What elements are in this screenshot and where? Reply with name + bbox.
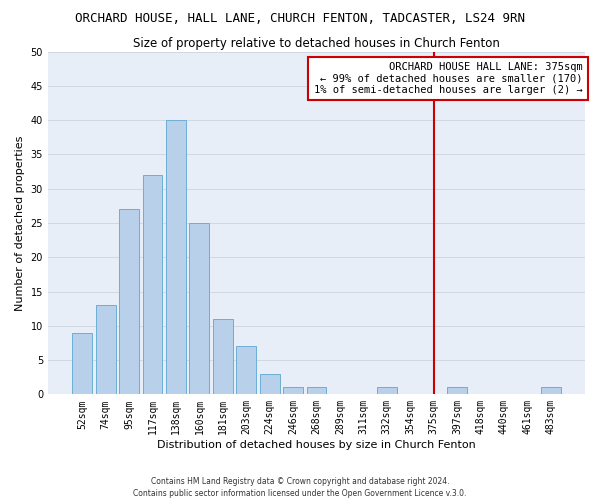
Bar <box>96 305 116 394</box>
Bar <box>307 388 326 394</box>
Bar <box>260 374 280 394</box>
Bar <box>213 319 233 394</box>
Bar <box>166 120 186 394</box>
Bar <box>447 388 467 394</box>
Bar <box>236 346 256 395</box>
Bar <box>119 210 139 394</box>
Bar <box>283 388 303 394</box>
Bar <box>143 175 163 394</box>
Y-axis label: Number of detached properties: Number of detached properties <box>15 136 25 310</box>
Bar <box>377 388 397 394</box>
Text: ORCHARD HOUSE, HALL LANE, CHURCH FENTON, TADCASTER, LS24 9RN: ORCHARD HOUSE, HALL LANE, CHURCH FENTON,… <box>75 12 525 26</box>
X-axis label: Distribution of detached houses by size in Church Fenton: Distribution of detached houses by size … <box>157 440 476 450</box>
Title: Size of property relative to detached houses in Church Fenton: Size of property relative to detached ho… <box>133 38 500 51</box>
Text: ORCHARD HOUSE HALL LANE: 375sqm
← 99% of detached houses are smaller (170)
1% of: ORCHARD HOUSE HALL LANE: 375sqm ← 99% of… <box>314 62 583 95</box>
Bar <box>73 332 92 394</box>
Text: Contains HM Land Registry data © Crown copyright and database right 2024.
Contai: Contains HM Land Registry data © Crown c… <box>133 476 467 498</box>
Bar <box>541 388 560 394</box>
Bar <box>190 223 209 394</box>
